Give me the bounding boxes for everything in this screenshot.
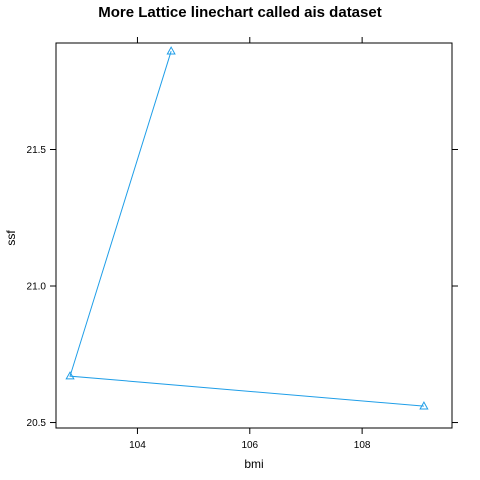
x-axis-label: bmi — [244, 457, 263, 471]
axis-ticks: 104 106 108 20.5 21.0 21.5 — [27, 37, 458, 451]
x-tick-label: 104 — [129, 440, 146, 451]
y-tick-label: 21.5 — [27, 145, 47, 156]
data-series — [65, 46, 429, 410]
data-point-triangle — [419, 401, 429, 410]
data-point-triangle — [166, 46, 176, 55]
plot-frame — [55, 42, 453, 429]
y-axis-label: ssf — [4, 230, 18, 246]
series-line — [69, 51, 424, 407]
chart-title: More Lattice linechart called ais datase… — [98, 4, 381, 21]
y-tick-label: 21.0 — [27, 282, 47, 293]
y-tick-label: 20.5 — [27, 418, 47, 429]
x-tick-label: 108 — [354, 440, 371, 451]
x-tick-label: 106 — [241, 440, 258, 451]
data-point-triangle — [65, 371, 75, 380]
